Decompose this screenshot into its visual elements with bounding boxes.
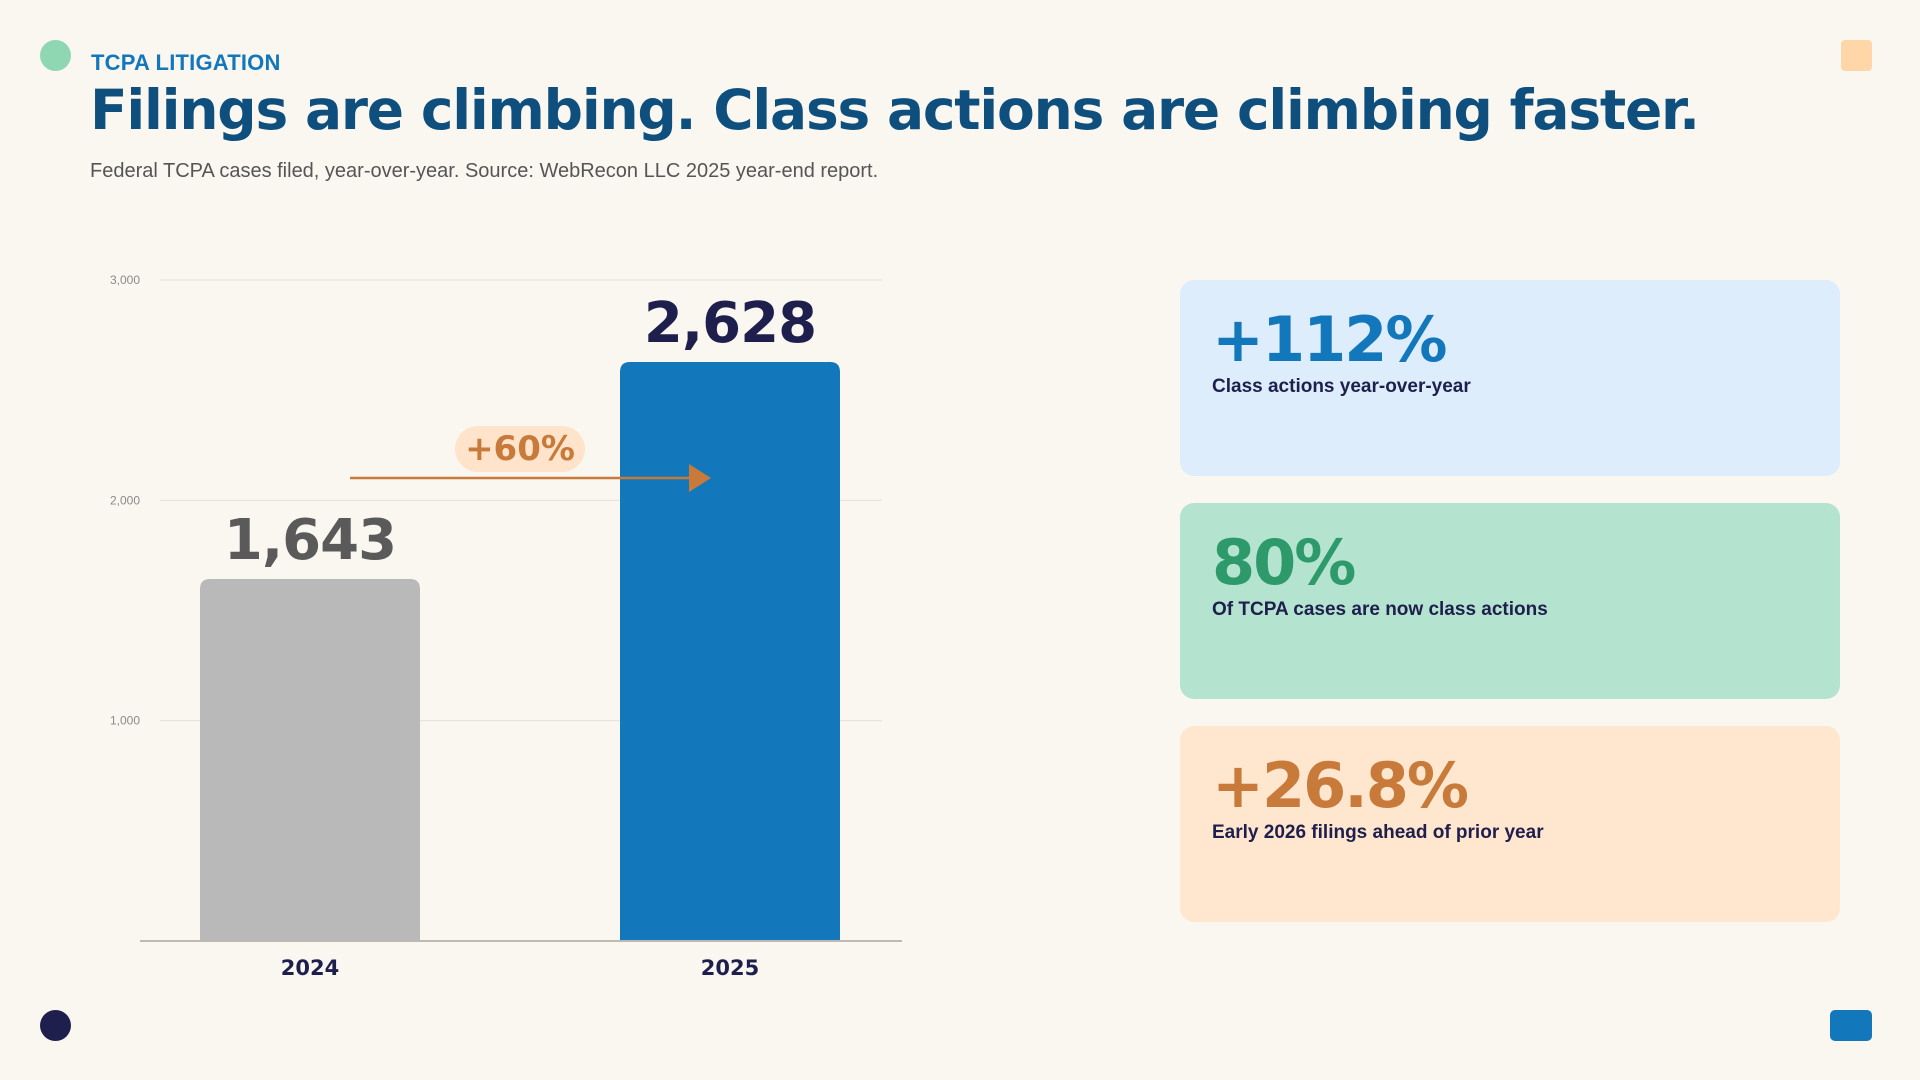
stat-label: Class actions year-over-year <box>1212 376 1471 397</box>
decorative-square-peach <box>1841 40 1872 71</box>
page-subtitle: Federal TCPA cases filed, year-over-year… <box>90 160 879 182</box>
x-tick-label: 2024 <box>281 956 339 980</box>
page-title: Filings are climbing. Class actions are … <box>90 78 1700 142</box>
stat-card-class-actions: +112% Class actions year-over-year <box>1180 280 1840 476</box>
decorative-dot-green <box>40 40 71 71</box>
stat-label: Early 2026 filings ahead of prior year <box>1212 822 1544 843</box>
stat-card-early-2026: +26.8% Early 2026 filings ahead of prior… <box>1180 726 1840 922</box>
bar-value-label: 1,643 <box>224 508 396 573</box>
y-tick-label: 3,000 <box>110 273 140 287</box>
bar-chart: 1,000 2,000 3,000 1,643 2024 2,628 2025 +60% <box>110 273 902 980</box>
x-tick-label: 2025 <box>701 956 759 980</box>
y-tick-label: 2,000 <box>110 493 140 507</box>
growth-pill <box>455 426 585 472</box>
stat-value: +112% <box>1212 303 1448 376</box>
decorative-dot-navy <box>40 1010 71 1041</box>
stat-card-share: 80% Of TCPA cases are now class actions <box>1180 503 1840 699</box>
arrow-head-icon <box>689 464 711 492</box>
kicker: TCPA LITIGATION <box>91 50 281 75</box>
bar-value-label: 2,628 <box>644 291 816 356</box>
growth-annotation: +60% <box>465 429 575 469</box>
y-tick-label: 1,000 <box>110 714 140 728</box>
stat-value: +26.8% <box>1212 749 1469 822</box>
decorative-square-blue <box>1830 1010 1872 1041</box>
bar-2024 <box>200 578 420 941</box>
stat-label: Of TCPA cases are now class actions <box>1212 599 1548 620</box>
bar-2025 <box>620 361 840 941</box>
stat-value: 80% <box>1212 526 1356 599</box>
